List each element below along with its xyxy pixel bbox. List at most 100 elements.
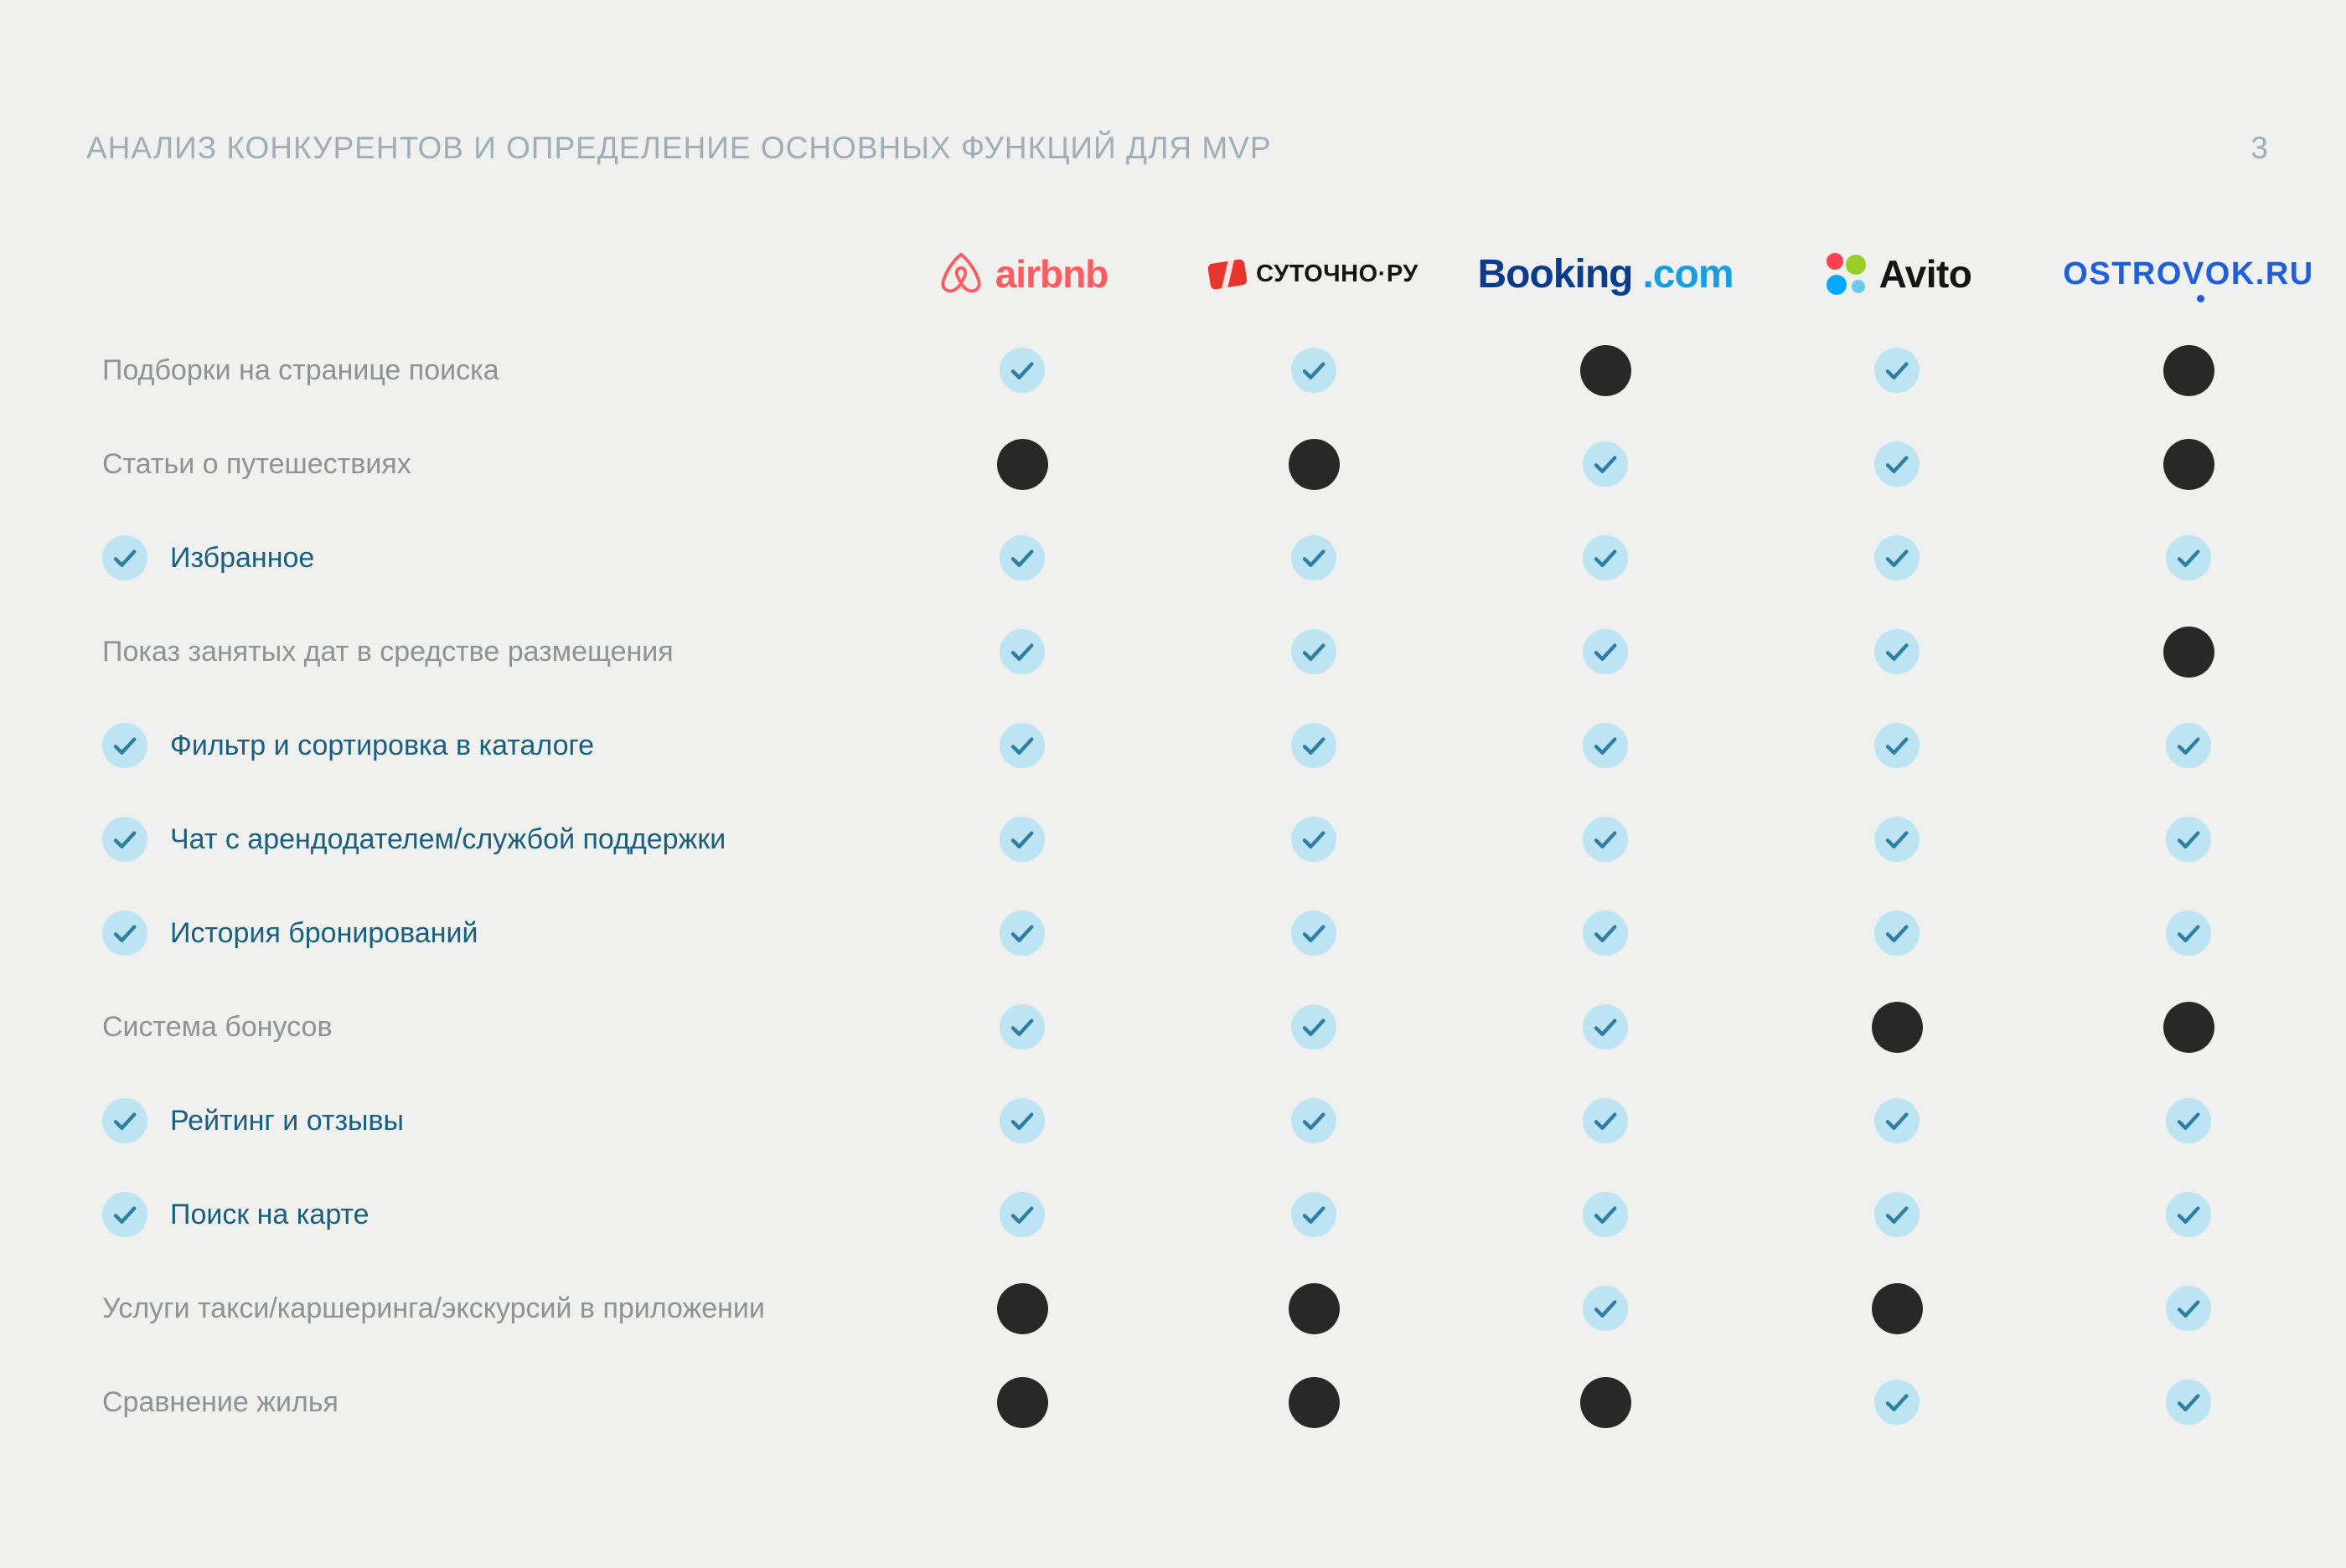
airbnb-belo-icon [941, 252, 981, 293]
feature-present-icon [876, 817, 1168, 862]
feature-present-icon [1751, 817, 2043, 862]
sutochno-wordmark: СУТОЧНО·РУ [1256, 260, 1418, 287]
feature-present-icon [2043, 723, 2334, 768]
feature-label: Избранное [170, 541, 315, 574]
feature-label: Сравнение жилья [102, 1385, 338, 1418]
airbnb-logo: airbnb [876, 250, 1168, 298]
feature-present-icon [2043, 1380, 2334, 1425]
feature-label-cell: Подборки на странице поиска [84, 354, 876, 387]
feature-absent-icon [1751, 1001, 2043, 1053]
feature-row: Статьи о путешествиях [84, 417, 2334, 511]
feature-present-icon [876, 1004, 1168, 1050]
feature-label-cell: Чат с арендодателем/службой поддержки [84, 817, 876, 862]
feature-present-icon [1751, 723, 2043, 768]
avito-dot [1845, 255, 1866, 275]
mvp-check-icon [102, 1098, 147, 1143]
ostrovok-logo: OSTROVOK.RU [2043, 255, 2334, 302]
feature-row: Поиск на карте [84, 1168, 2334, 1261]
feature-row: Система бонусов [84, 980, 2334, 1074]
feature-present-icon [1460, 535, 1751, 580]
feature-label: Система бонусов [102, 1010, 333, 1043]
feature-present-icon [876, 535, 1168, 580]
feature-present-icon [876, 910, 1168, 956]
feature-present-icon [1460, 1098, 1751, 1143]
booking-wordmark-secondary: .com [1642, 251, 1734, 297]
avito-logo: Avito [1751, 250, 2043, 297]
feature-label-cell: Поиск на карте [84, 1192, 876, 1237]
sutochno-icon [1207, 258, 1248, 290]
competitor-table: airbnb СУТОЧНО·РУ Booking .com Avito O [84, 224, 2334, 1449]
feature-absent-icon [2043, 626, 2334, 678]
slide-header: АНАЛИЗ КОНКУРЕНТОВ И ОПРЕДЕЛЕНИЕ ОСНОВНЫ… [86, 131, 2268, 166]
feature-present-icon [1460, 817, 1751, 862]
feature-label: Поиск на карте [170, 1198, 369, 1230]
feature-present-icon [1460, 1004, 1751, 1050]
avito-dot [1826, 253, 1843, 270]
feature-present-icon [1168, 348, 1460, 393]
feature-present-icon [1460, 1286, 1751, 1331]
feature-present-icon [1751, 535, 2043, 580]
feature-present-icon [1751, 441, 2043, 487]
feature-absent-icon [2043, 438, 2334, 490]
avito-dot [1851, 280, 1865, 293]
feature-label-cell: Фильтр и сортировка в каталоге [84, 723, 876, 768]
feature-absent-icon [1751, 1282, 2043, 1334]
feature-label-cell: Рейтинг и отзывы [84, 1098, 876, 1143]
feature-label: Рейтинг и отзывы [170, 1104, 404, 1137]
feature-present-icon [1168, 535, 1460, 580]
feature-present-icon [1460, 629, 1751, 674]
page-title: АНАЛИЗ КОНКУРЕНТОВ И ОПРЕДЕЛЕНИЕ ОСНОВНЫ… [86, 131, 1272, 165]
feature-row: Рейтинг и отзывы [84, 1074, 2334, 1168]
feature-label: Чат с арендодателем/службой поддержки [170, 823, 726, 855]
feature-present-icon [1168, 629, 1460, 674]
feature-row: Сравнение жилья [84, 1355, 2334, 1449]
feature-row: Подборки на странице поиска [84, 323, 2334, 417]
feature-present-icon [1460, 910, 1751, 956]
feature-present-icon [2043, 1286, 2334, 1331]
feature-absent-icon [876, 1282, 1168, 1334]
avito-dots-icon [1826, 253, 1866, 295]
airbnb-wordmark: airbnb [995, 252, 1109, 296]
feature-label: Фильтр и сортировка в каталоге [170, 729, 595, 761]
feature-row: Избранное [84, 511, 2334, 605]
feature-row: История бронирований [84, 886, 2334, 980]
feature-present-icon [876, 1098, 1168, 1143]
feature-absent-icon [876, 438, 1168, 490]
mvp-check-icon [102, 535, 147, 580]
feature-absent-icon [1168, 438, 1460, 490]
feature-present-icon [1751, 1192, 2043, 1237]
feature-row: Показ занятых дат в средстве размещения [84, 605, 2334, 699]
feature-present-icon [1460, 723, 1751, 768]
ostrovok-wordmark: OSTROVOK.RU [2063, 255, 2314, 291]
feature-absent-icon [1460, 1376, 1751, 1428]
mvp-check-icon [102, 1192, 147, 1237]
booking-wordmark-primary: Booking [1477, 251, 1633, 297]
feature-present-icon [2043, 535, 2334, 580]
feature-present-icon [1751, 1380, 2043, 1425]
avito-dot [1826, 275, 1847, 295]
feature-present-icon [876, 348, 1168, 393]
page-number: 3 [2250, 131, 2268, 165]
feature-present-icon [2043, 1192, 2334, 1237]
feature-present-icon [876, 629, 1168, 674]
mvp-check-icon [102, 910, 147, 956]
ostrovok-pin-dot-icon [2197, 294, 2205, 302]
feature-label-cell: Показ занятых дат в средстве размещения [84, 636, 876, 668]
feature-row: Фильтр и сортировка в каталоге [84, 699, 2334, 792]
feature-present-icon [1751, 910, 2043, 956]
feature-absent-icon [2043, 1001, 2334, 1053]
feature-absent-icon [876, 1376, 1168, 1428]
feature-label-cell: Услуги такси/каршеринга/экскурсий в прил… [84, 1292, 876, 1325]
mvp-check-icon [102, 723, 147, 768]
feature-row: Услуги такси/каршеринга/экскурсий в прил… [84, 1261, 2334, 1355]
feature-label-cell: История бронирований [84, 910, 876, 956]
feature-present-icon [876, 723, 1168, 768]
feature-present-icon [1168, 1192, 1460, 1237]
feature-present-icon [1168, 1004, 1460, 1050]
feature-absent-icon [1168, 1282, 1460, 1334]
feature-absent-icon [1168, 1376, 1460, 1428]
feature-present-icon [1168, 1098, 1460, 1143]
feature-present-icon [1168, 910, 1460, 956]
feature-label: Услуги такси/каршеринга/экскурсий в прил… [102, 1292, 765, 1324]
